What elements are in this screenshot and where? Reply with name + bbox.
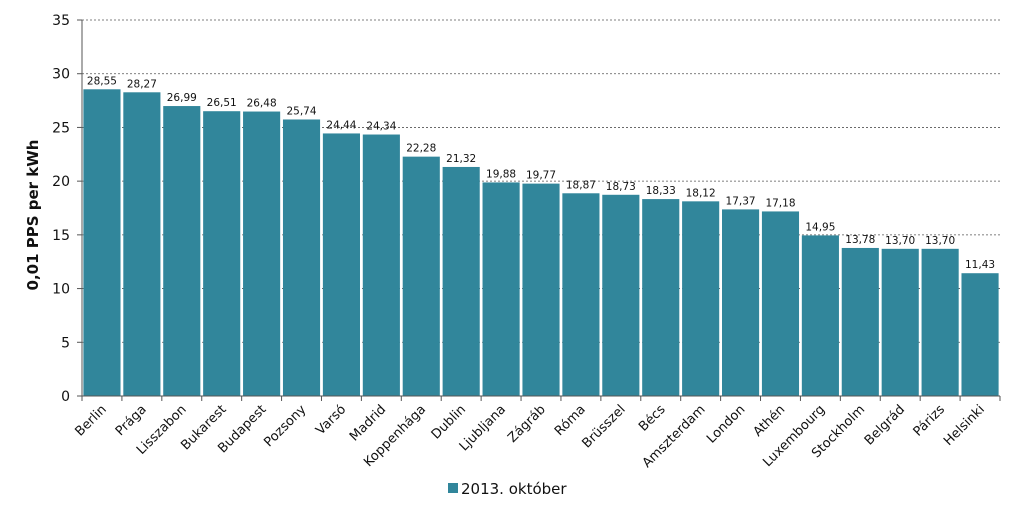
y-tick-label: 30 [52, 67, 70, 83]
x-tick-label: Zágráb [505, 402, 549, 446]
bar [163, 106, 201, 396]
y-tick-label: 10 [52, 282, 70, 298]
x-tick-label: London [704, 402, 748, 446]
y-tick-label: 20 [52, 174, 70, 190]
x-tick-label: Pozsony [261, 402, 309, 450]
data-label: 17,37 [726, 195, 756, 207]
bar [841, 247, 879, 396]
bar [482, 182, 520, 396]
bar [442, 166, 480, 396]
data-label: 18,12 [686, 187, 716, 199]
bar [203, 111, 241, 397]
bar [761, 211, 800, 396]
x-tick-label: Athén [751, 402, 789, 440]
data-label: 26,99 [167, 92, 197, 104]
data-label: 28,55 [87, 75, 117, 87]
data-labels: 28,55 28,27 26,99 26,51 26,48 25,74 24,44 24,34… [87, 75, 995, 271]
bar [961, 273, 999, 396]
bar [243, 111, 281, 396]
bar [522, 183, 560, 396]
legend-swatch [448, 483, 458, 493]
x-tick-label: Bécs [636, 402, 669, 435]
y-tick-label: 35 [52, 13, 70, 29]
bar [921, 248, 959, 396]
data-label: 24,44 [326, 119, 356, 131]
x-tick-label: Helsinki [941, 402, 988, 449]
data-label: 26,48 [247, 98, 277, 110]
data-label: 24,34 [366, 121, 396, 133]
bar [322, 133, 360, 396]
data-label: 19,77 [526, 170, 556, 182]
data-label: 28,27 [127, 78, 157, 90]
bar [562, 193, 600, 396]
x-tick-label: Varsó [313, 402, 349, 438]
legend-label: 2013. október [461, 480, 567, 498]
bar [881, 248, 919, 396]
bar [801, 235, 839, 396]
x-tick-label: Belgrád [862, 402, 908, 448]
data-label: 21,32 [446, 153, 476, 165]
bar [602, 194, 640, 396]
data-label: 26,51 [207, 97, 237, 109]
data-label: 18,87 [566, 179, 596, 191]
y-axis: 0 5 10 15 20 25 30 35 [52, 13, 83, 405]
bar [83, 89, 121, 396]
x-axis: Berlin PrágaLisszabonBukarestBudapestPozs… [72, 395, 1001, 471]
bars [83, 89, 999, 397]
legend: 2013. október [448, 480, 567, 498]
x-tick-label: Berlin [72, 402, 109, 439]
bar [123, 92, 161, 396]
bar [682, 201, 720, 396]
data-label: 13,78 [845, 234, 875, 246]
data-label: 13,70 [925, 235, 955, 247]
bar [642, 199, 680, 396]
y-tick-label: 25 [52, 120, 70, 136]
bar [722, 209, 760, 396]
y-axis-label: 0,01 PPS per kWh [24, 140, 42, 291]
y-tick-label: 0 [61, 389, 70, 405]
data-label: 22,28 [406, 143, 436, 155]
x-tick-label: Párizs [911, 402, 948, 439]
data-label: 19,88 [486, 168, 516, 180]
data-label: 18,33 [646, 185, 676, 197]
bar [282, 119, 321, 397]
x-tick-label: Brüsszel [580, 402, 629, 451]
data-label: 13,70 [885, 235, 915, 247]
data-label: 11,43 [965, 259, 995, 271]
y-tick-label: 15 [52, 228, 70, 244]
data-label: 17,18 [765, 197, 795, 209]
bar [402, 156, 440, 396]
bar [362, 134, 400, 396]
data-label: 14,95 [805, 221, 835, 233]
x-tick-label: Róma [552, 402, 589, 439]
data-label: 25,74 [286, 105, 316, 117]
data-label: 18,73 [606, 181, 636, 193]
x-tick-label: Prága [113, 402, 150, 439]
y-tick-label: 5 [61, 335, 70, 351]
